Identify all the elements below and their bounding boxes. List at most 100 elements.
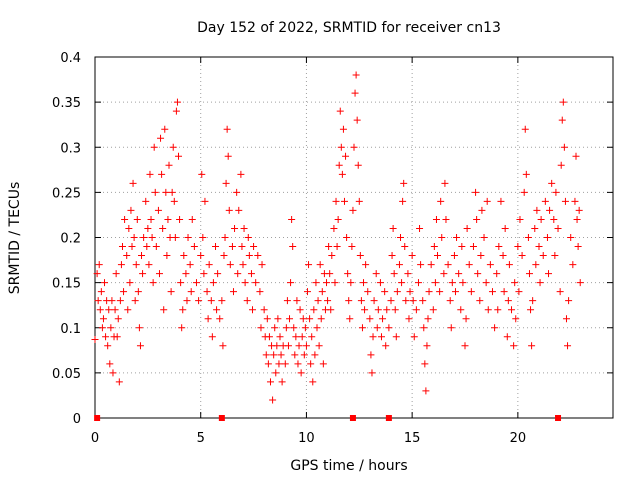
data-point bbox=[541, 197, 549, 205]
data-point bbox=[512, 315, 520, 323]
data-point bbox=[532, 261, 540, 269]
data-point bbox=[554, 224, 562, 232]
data-point bbox=[368, 369, 376, 377]
data-point bbox=[238, 243, 246, 251]
data-point bbox=[441, 179, 449, 187]
data-point bbox=[520, 188, 528, 196]
data-point bbox=[335, 161, 343, 169]
data-point bbox=[229, 288, 237, 296]
data-point bbox=[354, 161, 362, 169]
data-point bbox=[98, 324, 106, 332]
y-axis-label: SRMTID / TECUs bbox=[7, 182, 23, 295]
data-point bbox=[121, 215, 129, 223]
data-point bbox=[273, 342, 281, 350]
data-point bbox=[366, 315, 374, 323]
data-point bbox=[219, 342, 227, 350]
data-point bbox=[99, 315, 107, 323]
data-point bbox=[101, 279, 109, 287]
data-point bbox=[476, 297, 484, 305]
data-point bbox=[318, 288, 326, 296]
data-point bbox=[332, 197, 340, 205]
data-point bbox=[562, 315, 570, 323]
data-point bbox=[431, 279, 439, 287]
data-point bbox=[409, 297, 417, 305]
data-point bbox=[337, 143, 345, 151]
data-point bbox=[361, 306, 369, 314]
data-point bbox=[444, 261, 452, 269]
data-point bbox=[362, 261, 370, 269]
data-point bbox=[392, 333, 400, 341]
y-tick-label: 0.2 bbox=[60, 232, 81, 247]
data-point bbox=[149, 279, 157, 287]
data-point bbox=[357, 297, 365, 305]
data-point bbox=[561, 197, 569, 205]
data-point bbox=[414, 279, 422, 287]
data-point bbox=[522, 170, 530, 178]
data-point bbox=[401, 243, 409, 251]
data-point bbox=[221, 234, 229, 241]
data-point bbox=[575, 206, 583, 214]
data-point bbox=[488, 288, 496, 296]
data-point bbox=[327, 306, 335, 314]
data-point bbox=[571, 197, 579, 205]
data-point bbox=[484, 306, 492, 314]
data-point bbox=[134, 288, 142, 296]
data-point bbox=[436, 288, 444, 296]
data-point bbox=[533, 206, 541, 214]
data-point bbox=[239, 261, 247, 269]
data-point bbox=[311, 351, 319, 359]
data-point bbox=[168, 188, 176, 196]
data-point bbox=[154, 206, 162, 214]
data-point bbox=[105, 306, 113, 314]
data-point bbox=[376, 279, 384, 287]
data-point bbox=[235, 206, 243, 214]
data-point bbox=[161, 125, 169, 133]
data-point bbox=[170, 197, 178, 205]
data-point bbox=[385, 324, 393, 332]
data-point bbox=[287, 279, 295, 287]
data-point bbox=[495, 243, 503, 251]
data-point bbox=[284, 342, 292, 350]
data-point bbox=[312, 279, 320, 287]
data-point bbox=[212, 243, 220, 251]
data-point bbox=[339, 125, 347, 133]
data-point bbox=[205, 261, 213, 269]
data-point bbox=[360, 279, 368, 287]
data-point bbox=[515, 288, 523, 296]
data-point bbox=[345, 297, 353, 305]
data-point bbox=[115, 378, 123, 386]
data-point bbox=[164, 215, 172, 223]
data-point bbox=[422, 387, 430, 395]
data-point bbox=[276, 333, 284, 341]
data-point bbox=[465, 261, 473, 269]
data-point bbox=[446, 297, 454, 305]
data-point bbox=[493, 270, 501, 278]
data-point bbox=[535, 243, 543, 251]
data-point bbox=[309, 378, 317, 386]
data-point bbox=[305, 261, 313, 269]
data-point bbox=[402, 297, 410, 305]
data-point bbox=[104, 342, 112, 350]
y-tick-label: 0.1 bbox=[60, 322, 81, 337]
data-point bbox=[442, 215, 450, 223]
data-point bbox=[262, 351, 270, 359]
data-point bbox=[111, 306, 119, 314]
data-point bbox=[486, 261, 494, 269]
data-point bbox=[425, 288, 433, 296]
data-point bbox=[256, 288, 264, 296]
data-point bbox=[416, 224, 424, 232]
data-point bbox=[344, 270, 352, 278]
data-point bbox=[524, 234, 532, 241]
data-point bbox=[187, 288, 195, 296]
data-point bbox=[342, 152, 350, 160]
data-point bbox=[209, 279, 217, 287]
data-point bbox=[420, 324, 428, 332]
data-point bbox=[126, 279, 134, 287]
chart-title: Day 152 of 2022, SRMTID for receiver cn1… bbox=[197, 20, 501, 36]
data-point bbox=[118, 243, 126, 251]
data-point bbox=[477, 252, 485, 260]
data-point bbox=[347, 279, 355, 287]
data-point bbox=[461, 342, 469, 350]
data-point bbox=[178, 324, 186, 332]
